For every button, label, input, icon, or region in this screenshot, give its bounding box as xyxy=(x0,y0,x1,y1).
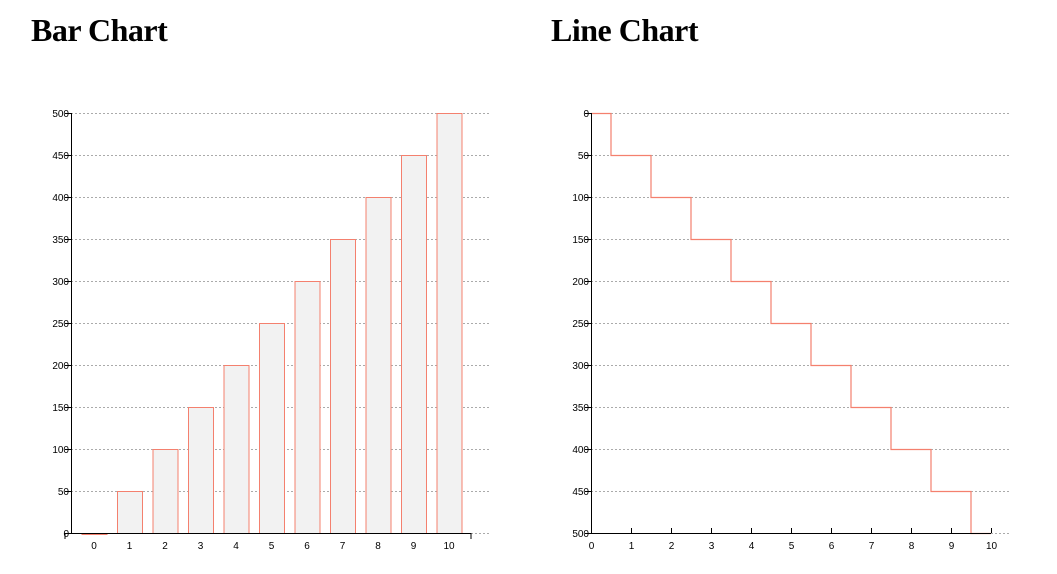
line-chart-panel: Line Chart 0 50 100 150 200 250 300 350 400 450 50… xyxy=(520,0,1057,574)
y-tick-label: 50 xyxy=(58,487,70,498)
y-tick-label: 100 xyxy=(572,193,589,204)
x-tick-label: 8 xyxy=(909,541,915,552)
x-tick-label: 4 xyxy=(749,541,755,552)
y-tick-label: 200 xyxy=(52,361,69,372)
y-tick-label: 200 xyxy=(572,277,589,288)
x-tick-label: 5 xyxy=(789,541,795,552)
bar xyxy=(152,449,179,534)
y-tick-label: 500 xyxy=(52,109,69,120)
x-tick-label: 6 xyxy=(829,541,835,552)
y-tick-label: 500 xyxy=(572,529,589,540)
y-tick-label: 400 xyxy=(52,193,69,204)
x-tick-label: 5 xyxy=(269,541,275,552)
y-tick-label: 350 xyxy=(572,403,589,414)
y-tick-label: 250 xyxy=(572,319,589,330)
bar xyxy=(223,365,250,534)
bar xyxy=(330,239,356,534)
bar xyxy=(365,197,392,534)
line-chart-title: Line Chart xyxy=(551,12,699,48)
bar xyxy=(294,281,321,534)
y-tick-label: 100 xyxy=(52,445,69,456)
x-tick-label: 2 xyxy=(669,541,675,552)
y-tick-label: 450 xyxy=(52,151,69,162)
x-tick-label: 6 xyxy=(304,541,310,552)
x-tick-label: 1 xyxy=(629,541,635,552)
y-tick-label: 300 xyxy=(572,361,589,372)
x-tick-label: 2 xyxy=(162,541,168,552)
bar-x-axis: 0 1 2 3 4 5 6 7 8 9 10 xyxy=(64,533,472,552)
bar-series xyxy=(81,113,463,535)
x-tick-label: 3 xyxy=(709,541,715,552)
line-y-axis: 0 50 100 150 200 250 300 350 400 450 500 xyxy=(572,109,592,540)
bar-chart-svg: 0 50 100 150 200 250 300 350 400 450 500 0 1 2 3 4 5 6 7 8 9… xyxy=(52,109,489,552)
bar-chart-panel: Bar Chart 0 50 100 150 200 250 300 350 400 450 500… xyxy=(0,0,520,574)
line-x-axis: 0 1 2 3 4 5 6 7 8 9 10 xyxy=(589,528,998,552)
x-tick-label: 1 xyxy=(127,541,133,552)
y-tick-label: 0 xyxy=(63,529,69,540)
bar xyxy=(436,113,463,534)
bar xyxy=(401,155,427,534)
x-tick-label: 7 xyxy=(869,541,875,552)
y-tick-label: 450 xyxy=(572,487,589,498)
bar xyxy=(117,491,143,534)
x-tick-label: 9 xyxy=(949,541,955,552)
y-tick-label: 0 xyxy=(583,109,589,120)
y-tick-label: 150 xyxy=(52,403,69,414)
y-tick-label: 50 xyxy=(578,151,590,162)
x-tick-label: 4 xyxy=(233,541,239,552)
x-tick-label: 0 xyxy=(91,541,97,552)
y-tick-label: 250 xyxy=(52,319,69,330)
x-tick-label: 9 xyxy=(411,541,417,552)
y-tick-label: 150 xyxy=(572,235,589,246)
x-tick-label: 10 xyxy=(986,541,998,552)
x-tick-label: 0 xyxy=(589,541,595,552)
x-tick-label: 3 xyxy=(198,541,204,552)
y-tick-label: 400 xyxy=(572,445,589,456)
x-tick-label: 8 xyxy=(375,541,381,552)
bar-chart-title: Bar Chart xyxy=(31,12,168,48)
line-series xyxy=(591,112,991,535)
bar-y-axis: 0 50 100 150 200 250 300 350 400 450 500 xyxy=(52,109,72,540)
bar xyxy=(188,407,214,534)
bar xyxy=(259,323,285,534)
y-tick-label: 300 xyxy=(52,277,69,288)
x-tick-label: 10 xyxy=(443,541,455,552)
x-tick-label: 7 xyxy=(340,541,346,552)
y-tick-label: 350 xyxy=(52,235,69,246)
